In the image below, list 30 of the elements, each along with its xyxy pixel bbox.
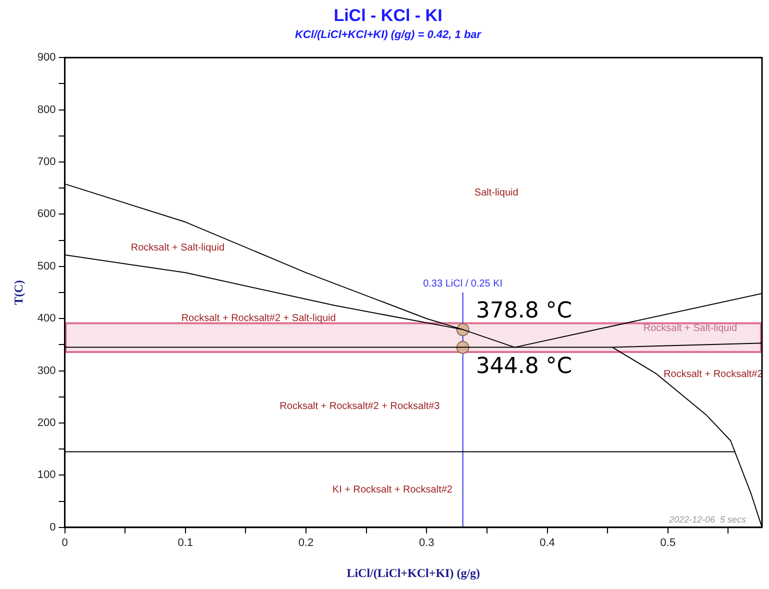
x-tick-label: 0.2 bbox=[298, 537, 314, 550]
y-tick-label: 0 bbox=[50, 521, 56, 534]
ref-line-label: 0.33 LiCl / 0.25 KI bbox=[423, 278, 503, 290]
y-axis-title: T(C) bbox=[11, 280, 26, 305]
y-tick-label: 100 bbox=[37, 469, 56, 482]
annotation: 344.8 °C bbox=[476, 354, 572, 380]
annotation: Rocksalt + Rocksalt#2 + Rocksalt#3 bbox=[280, 400, 440, 412]
y-tick-label: 900 bbox=[37, 52, 56, 64]
annotation: Rocksalt + Salt-liquid bbox=[130, 242, 225, 254]
y-tick-label: 400 bbox=[37, 312, 56, 325]
y-tick-label: 700 bbox=[37, 156, 56, 168]
x-tick-label: 0 bbox=[62, 537, 68, 550]
annotation: 378.8 °C bbox=[476, 298, 572, 324]
y-tick-label: 600 bbox=[37, 208, 56, 220]
x-tick-label: 0.5 bbox=[660, 537, 676, 550]
x-axis-title: LiCl/(LiCl+KCl+KI) (g/g) bbox=[346, 566, 480, 580]
x-tick-label: 0.3 bbox=[418, 537, 434, 550]
chart-title: LiCl - KCl - KI bbox=[334, 6, 442, 25]
y-tick-label: 500 bbox=[37, 260, 56, 272]
x-tick-label: 0.4 bbox=[540, 537, 555, 550]
chart-subtitle: KCl/(LiCl+KCl+KI) (g/g) = 0.42, 1 bar bbox=[294, 29, 482, 42]
annotation: Rocksalt + Salt-liquid bbox=[643, 322, 738, 334]
annotation: Rocksalt + Rocksalt#2 + Salt-liquid bbox=[181, 313, 336, 324]
y-tick-label: 300 bbox=[37, 364, 56, 377]
annotation: 2022-12-06 5 secs bbox=[668, 514, 746, 524]
annotation: KI + Rocksalt + Rocksalt#2 bbox=[332, 484, 453, 496]
y-tick-label: 200 bbox=[37, 417, 56, 430]
annotation: Salt-liquid bbox=[474, 188, 518, 199]
x-tick-label: 0.1 bbox=[178, 537, 194, 550]
y-tick-label: 800 bbox=[37, 104, 56, 116]
